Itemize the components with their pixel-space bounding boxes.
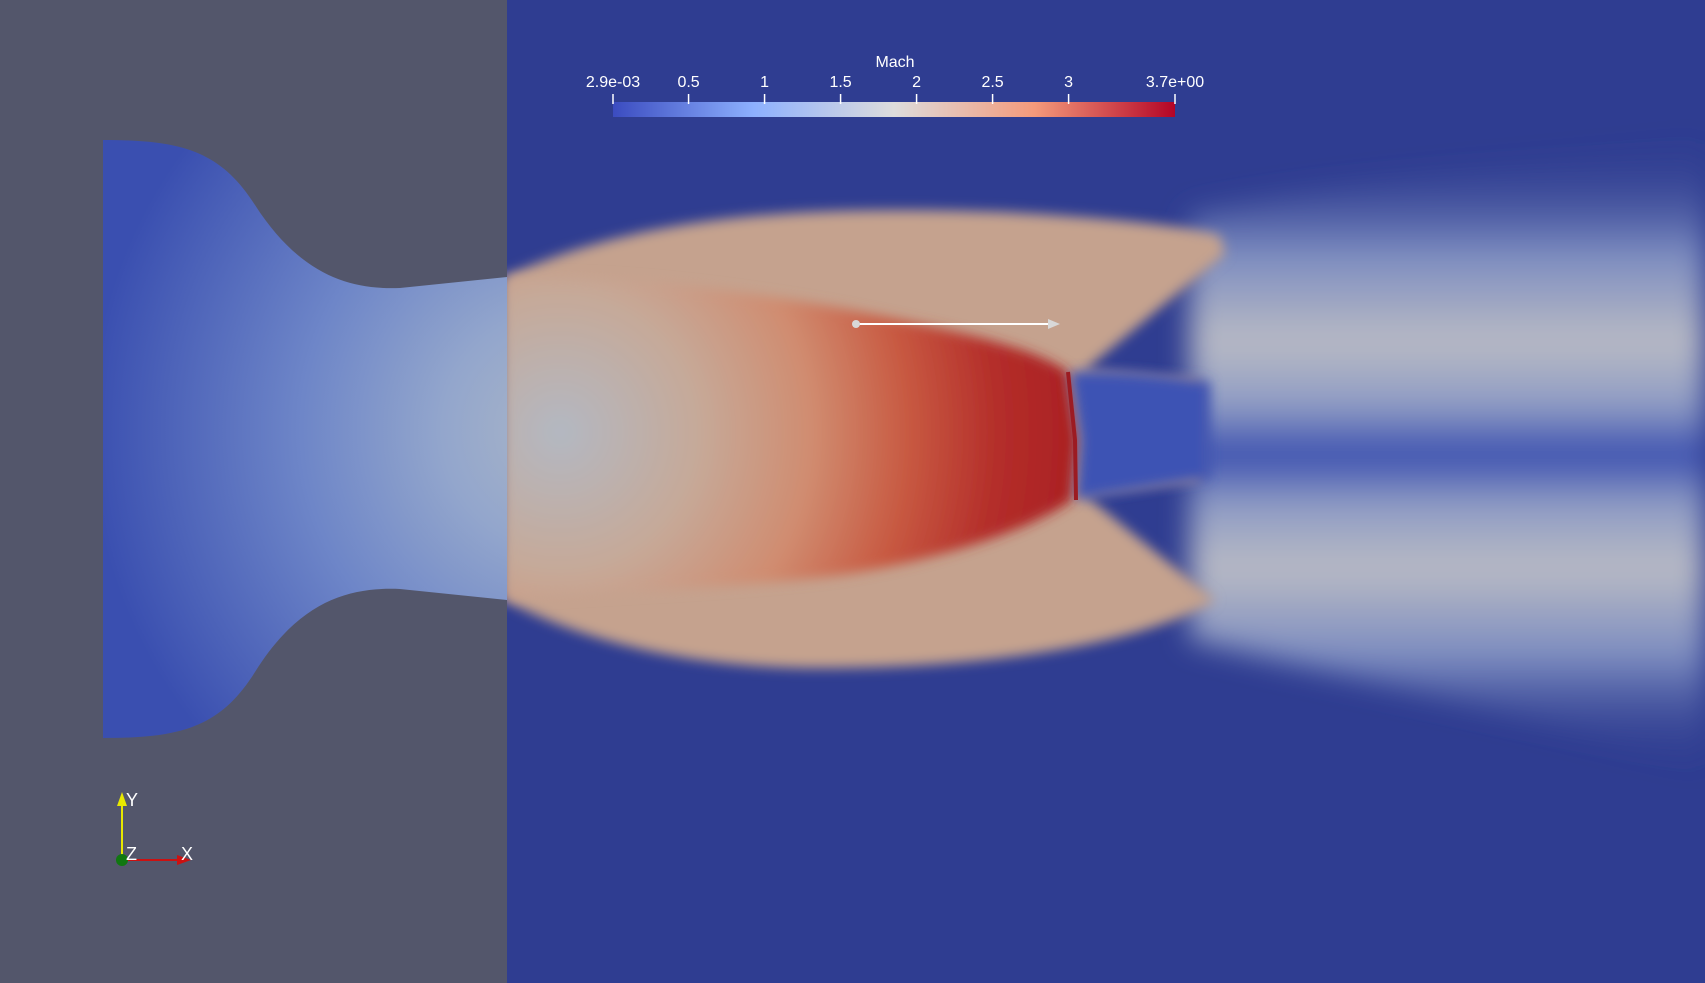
line-probe-widget-icon[interactable] xyxy=(852,319,1060,329)
colorbar-gradient xyxy=(613,102,1175,117)
colorbar-tick-label: 2.5 xyxy=(981,74,1003,91)
colorbar-tick-label: 2 xyxy=(912,74,921,91)
colorbar-min-label: 2.9e-03 xyxy=(586,74,640,91)
y-axis-arrow-icon xyxy=(117,792,127,806)
mach-disk-subsonic-region xyxy=(1070,371,1210,500)
colorbar-tick-label: 3 xyxy=(1064,74,1073,91)
colorbar-max-label: 3.7e+00 xyxy=(1146,74,1204,91)
colorbar-ticks: 0.5 1 1.5 2 2.5 3 xyxy=(612,74,1176,104)
colorbar-tick-label: 1.5 xyxy=(829,74,851,91)
probe-start-handle[interactable] xyxy=(852,320,860,328)
downstream-wake xyxy=(1190,140,1705,770)
colorbar-tick-label: 1 xyxy=(760,74,769,91)
color-legend: Mach 0.5 1 1.5 2 2.5 3 2.9e-03 3.7e+00 xyxy=(586,54,1204,117)
mach-disk-shock xyxy=(1066,371,1078,501)
x-axis-arrow-icon xyxy=(177,855,191,865)
z-axis-dot-icon xyxy=(116,854,128,866)
nozzle-flow-region xyxy=(103,140,507,738)
x-axis-label: X xyxy=(181,844,193,864)
probe-end-handle[interactable] xyxy=(1048,319,1060,329)
colorbar-title: Mach xyxy=(875,54,914,71)
expansion-fan-core xyxy=(505,276,1078,600)
y-axis-label: Y xyxy=(126,790,138,810)
z-axis-label: Z xyxy=(126,844,137,864)
orientation-axes: Y X Z xyxy=(116,790,193,866)
colorbar-tick-label: 0.5 xyxy=(677,74,699,91)
